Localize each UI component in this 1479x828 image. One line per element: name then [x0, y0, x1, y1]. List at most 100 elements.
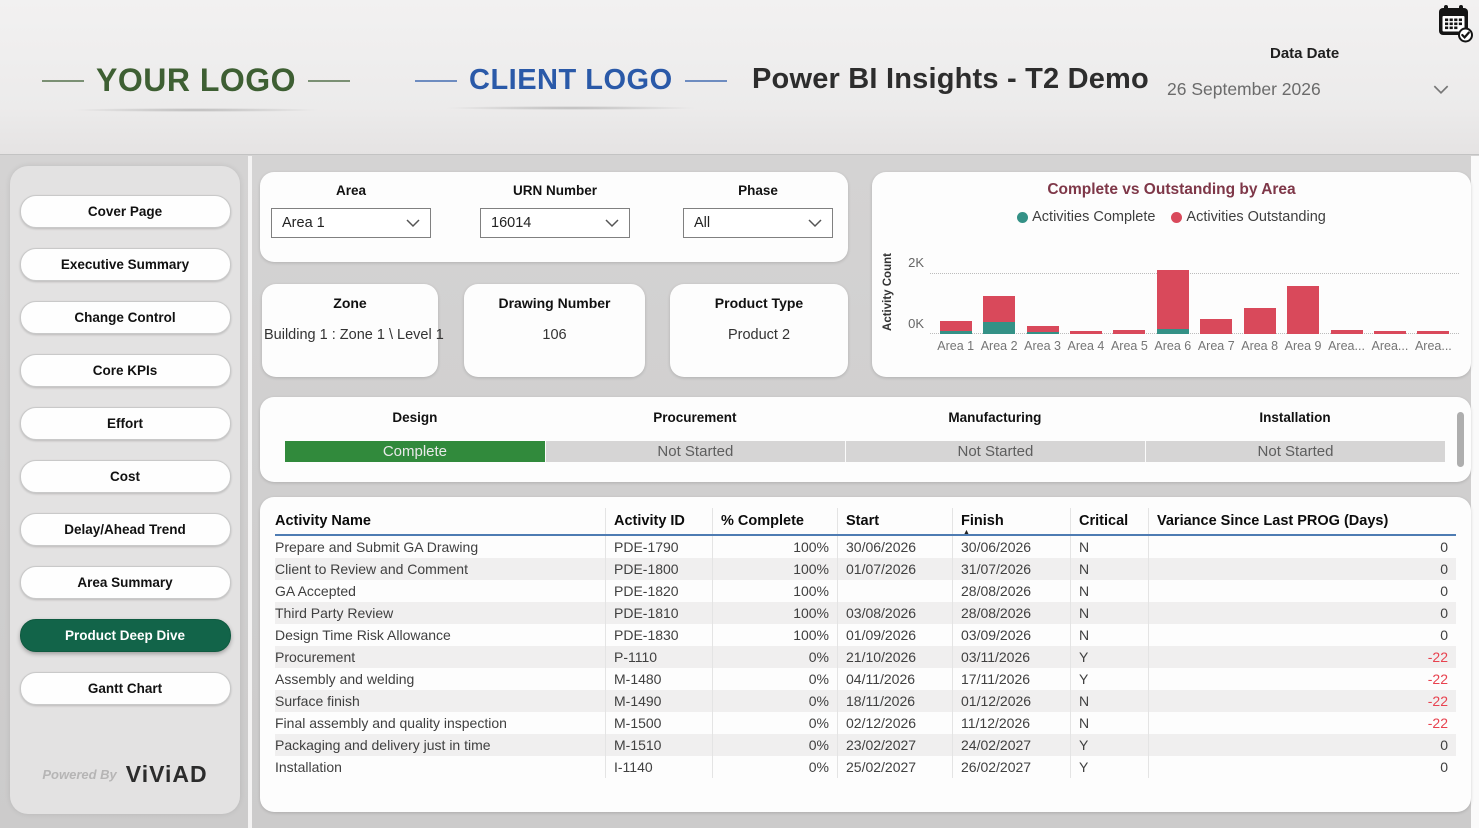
logo-dash-left	[415, 79, 457, 82]
cell-start: 01/07/2026	[837, 558, 952, 580]
column-header-activity-name[interactable]: Activity Name	[275, 513, 371, 529]
outstanding-segment	[939, 321, 972, 331]
stacked-bar[interactable]	[1113, 329, 1146, 334]
sidebar-item-gantt-chart[interactable]: Gantt Chart	[19, 672, 231, 705]
phase-status-bar: Not Started	[844, 441, 1145, 462]
stacked-bar[interactable]	[1069, 330, 1102, 334]
calendar-check-icon[interactable]	[1436, 4, 1473, 43]
stacked-bar[interactable]	[1026, 326, 1059, 334]
x-axis-label: Area...	[1371, 339, 1409, 353]
sidebar-item-delay-ahead-trend[interactable]: Delay/Ahead Trend	[19, 513, 231, 546]
bar-column-area-11	[1412, 232, 1455, 334]
phase-installation: Installation Not Started	[1144, 410, 1446, 462]
table-row[interactable]: Assembly and welding M-1480 0% 04/11/2026 17…	[275, 668, 1456, 690]
cell-complete: 0%	[712, 756, 837, 778]
table-row[interactable]: Prepare and Submit GA Drawing PDE-1790 100…	[275, 536, 1456, 558]
cell-activity-id: I-1140	[605, 756, 712, 778]
activities-table-panel: Activity Name Activity ID% Complete Start F…	[260, 497, 1471, 812]
sidebar-item-area-summary[interactable]: Area Summary	[19, 566, 231, 599]
sidebar-item-executive-summary[interactable]: Executive Summary	[19, 248, 231, 281]
cell-activity-name: Final assembly and quality inspection	[275, 715, 507, 731]
cell-activity-name: GA Accepted	[275, 583, 356, 599]
cell-activity-id: PDE-1790	[605, 536, 712, 558]
powered-by-label: Powered By	[42, 767, 117, 782]
zone-card-value: Building 1 : Zone 1 \ Level 1	[264, 327, 444, 343]
complete-segment	[1156, 328, 1189, 334]
sidebar-item-core-kpis[interactable]: Core KPIs	[19, 354, 231, 387]
table-row[interactable]: Surface finish M-1490 0% 18/11/2026 01/12/20…	[275, 690, 1456, 712]
column-header-complete[interactable]: % Complete	[712, 508, 837, 534]
outstanding-segment	[1243, 308, 1276, 334]
phase-procurement: Procurement Not Started	[544, 410, 845, 462]
cell-complete: 100%	[712, 580, 837, 602]
table-row[interactable]: Third Party Review PDE-1810 100% 03/08/2026…	[275, 602, 1456, 624]
complete-segment	[983, 322, 1016, 334]
phases-scrollbar-thumb[interactable]	[1457, 412, 1464, 467]
cell-start: 21/10/2026	[837, 646, 952, 668]
sidebar-item-effort[interactable]: Effort	[19, 407, 231, 440]
column-header-variance-since-last-prog-days[interactable]: Variance Since Last PROG (Days)	[1148, 508, 1456, 534]
filter-phase-label: Phase	[738, 183, 778, 198]
bar-column-area-6-5	[1151, 232, 1194, 334]
table-row[interactable]: GA Accepted PDE-1820 100% 28/08/2026 N 0	[275, 580, 1456, 602]
table-row[interactable]: Installation I-1140 0% 25/02/2027 26/02/2027…	[275, 756, 1456, 778]
stacked-bar[interactable]	[1200, 319, 1233, 334]
phase-name-label: Procurement	[653, 410, 737, 425]
table-row[interactable]: Final assembly and quality inspection M-1…	[275, 712, 1456, 734]
column-header-activity-id[interactable]: Activity ID	[605, 508, 712, 534]
phases-row: Design Complete Procurement Not Started Manu…	[260, 397, 1471, 462]
stacked-bar[interactable]	[983, 295, 1016, 334]
filter-urn-dropdown[interactable]: 16014	[480, 208, 630, 238]
stacked-bar[interactable]	[1330, 330, 1363, 334]
cell-activity-id: PDE-1830	[605, 624, 712, 646]
table-row[interactable]: Design Time Risk Allowance PDE-1830 100% 01…	[275, 624, 1456, 646]
page-scrollbar-track[interactable]	[1471, 156, 1479, 828]
bar-column-area-4-3	[1064, 232, 1107, 334]
table-row[interactable]: Client to Review and Comment PDE-1800 100%…	[275, 558, 1456, 580]
legend-item-outstanding[interactable]: Activities Outstanding	[1171, 209, 1326, 225]
outstanding-segment	[1200, 319, 1233, 334]
cell-variance-since-last-prog-days: 0	[1148, 536, 1456, 558]
bar-column-area-9	[1325, 232, 1368, 334]
gridline-2k	[930, 273, 1459, 274]
data-date-value: 26 September 2026	[1167, 79, 1321, 99]
column-header-critical[interactable]: Critical	[1070, 508, 1148, 534]
data-date-dropdown[interactable]: 26 September 2026	[1167, 79, 1449, 100]
plot-area	[930, 232, 1459, 334]
sidebar-item-cost[interactable]: Cost	[19, 460, 231, 493]
x-axis-label: Area 5	[1110, 339, 1148, 353]
stacked-bar[interactable]	[1156, 269, 1189, 334]
cell-variance-since-last-prog-days: -22	[1148, 668, 1456, 690]
your-logo-text: YOUR LOGO	[96, 62, 297, 98]
chart-title: Complete vs Outstanding by Area	[1047, 181, 1296, 198]
stacked-bar[interactable]	[1417, 330, 1450, 334]
stacked-bar[interactable]	[1243, 308, 1276, 334]
x-axis-label: Area 4	[1067, 339, 1105, 353]
page-title: Power BI Insights - T2 Demo	[752, 63, 1149, 95]
bar-plot	[930, 232, 1459, 334]
stacked-bar[interactable]	[939, 321, 972, 334]
table-row[interactable]: Procurement P-1110 0% 21/10/2026 03/11/2026 Y…	[275, 646, 1456, 668]
column-header-start[interactable]: Start	[837, 508, 952, 534]
cell-activity-name: Third Party Review	[275, 605, 394, 621]
chevron-down-icon	[808, 218, 822, 227]
filter-phase-dropdown[interactable]: All	[683, 208, 833, 238]
filter-area: Area Area 1	[271, 183, 431, 238]
column-header-finish[interactable]: Finish ▲	[952, 508, 1070, 536]
stacked-bar[interactable]	[1287, 286, 1320, 334]
sidebar-item-product-deep-dive[interactable]: Product Deep Dive	[19, 619, 231, 652]
legend-item-complete[interactable]: Activities Complete	[1017, 209, 1155, 225]
cell-activity-id: M-1480	[605, 668, 712, 690]
x-axis-label: Area 6	[1154, 339, 1192, 353]
cell-critical: N	[1070, 624, 1148, 646]
table-row[interactable]: Packaging and delivery just in time M-151…	[275, 734, 1456, 756]
stacked-bar[interactable]	[1373, 330, 1406, 334]
cell-complete: 0%	[712, 646, 837, 668]
cell-finish: 01/12/2026	[952, 690, 1070, 712]
sidebar-item-change-control[interactable]: Change Control	[19, 301, 231, 334]
bar-column-area-3-2	[1021, 232, 1064, 334]
filter-area-dropdown[interactable]: Area 1	[271, 208, 431, 238]
cell-complete: 100%	[712, 558, 837, 580]
sidebar-item-cover-page[interactable]: Cover Page	[19, 195, 231, 228]
